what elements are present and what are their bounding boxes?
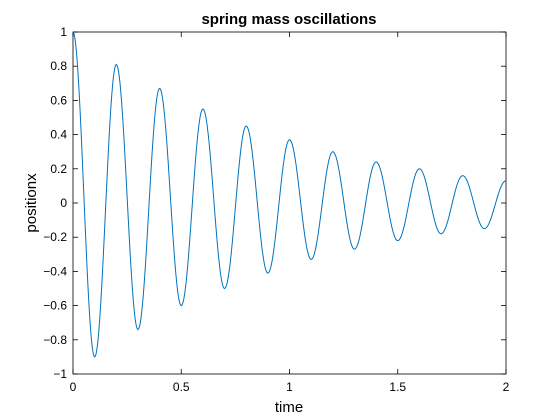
- y-tick-label: −0.6: [43, 299, 67, 313]
- x-tick-label: 2: [503, 380, 510, 394]
- y-axis-title: positionx: [23, 173, 40, 233]
- x-tick-label: 1: [286, 380, 293, 394]
- plot-area: 0 0.5 1 1.5 2 −1 −0.8 −0.6 −0.4 −0.2 0 0.2 0.4 0.6 0.8…: [43, 25, 509, 394]
- y-tick-label: 0: [60, 196, 67, 210]
- y-tick-label: 0.4: [50, 128, 67, 142]
- x-tick-label: 0: [70, 380, 77, 394]
- y-tick-label: −1: [53, 367, 67, 381]
- x-tick-label: 1.5: [389, 380, 406, 394]
- y-tick-label: 0.2: [50, 162, 67, 176]
- x-tick-label: 0.5: [173, 380, 190, 394]
- chart-title: spring mass oscillations: [201, 11, 376, 28]
- y-tick-label: −0.2: [43, 230, 67, 244]
- series-line: [72, 31, 507, 358]
- y-tick-label: −0.4: [43, 264, 67, 278]
- y-tick-label: 1: [60, 25, 67, 39]
- x-axis-title: time: [275, 399, 303, 416]
- y-tick-label: −0.8: [43, 333, 67, 347]
- y-tick-label: 0.8: [50, 59, 67, 73]
- y-tick-label: 0.6: [50, 93, 67, 107]
